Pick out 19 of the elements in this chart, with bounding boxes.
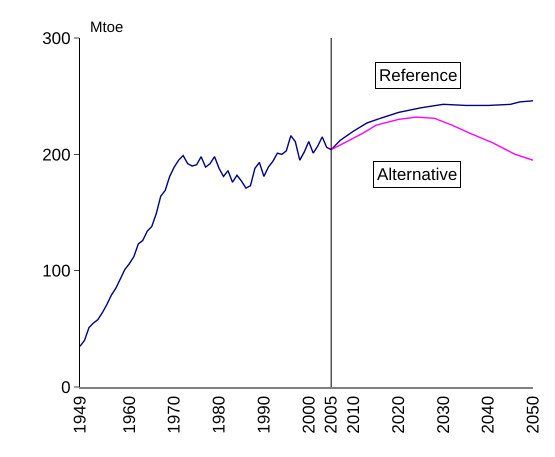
x-tick-label: 1970 [164,396,184,434]
y-tick-label: 100 [42,262,71,281]
x-tick-label: 2030 [434,396,453,434]
x-tick-label: 1949 [70,396,90,434]
y-tick-label: 0 [61,378,71,397]
x-tick-label: 2010 [344,396,364,434]
y-tick-label: 300 [42,28,71,48]
x-tick-label: 2020 [388,396,408,434]
series-label: Reference [379,66,458,85]
x-tick-label: 1980 [210,396,229,434]
x-tick-label: 2000 [299,396,318,434]
y-tick-label: 200 [42,145,71,164]
x-tick-label: 2005 [322,396,341,434]
x-tick-label: 1990 [254,396,274,434]
y-axis-title: Mtoe [90,19,124,36]
text: Alternative [377,165,458,184]
x-tick-label: 2040 [478,396,498,434]
x-tick-label: 1960 [120,396,139,434]
x-tick-label: 2050 [524,396,543,434]
